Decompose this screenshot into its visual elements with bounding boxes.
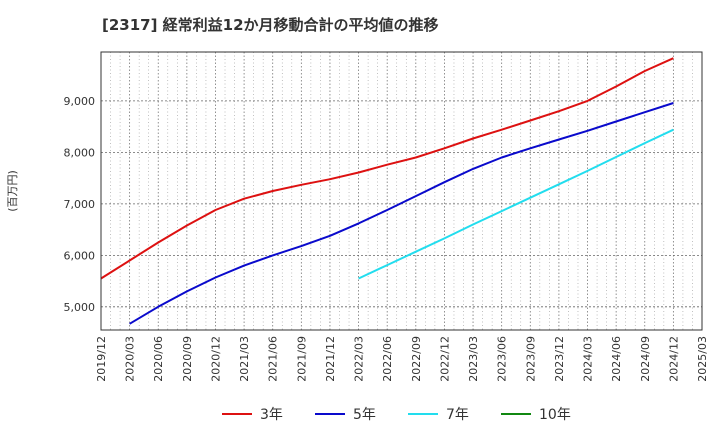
x-tick-label: 2024/09 bbox=[639, 336, 652, 382]
x-tick-label: 2020/06 bbox=[152, 336, 165, 382]
legend-label-3年: 3年 bbox=[260, 407, 283, 423]
x-tick-label: 2021/09 bbox=[295, 336, 308, 382]
x-tick-label: 2020/03 bbox=[124, 336, 137, 382]
y-axis-label: (百万円) bbox=[6, 170, 19, 212]
x-tick-label: 2021/12 bbox=[324, 336, 337, 382]
x-tick-label: 2022/09 bbox=[410, 336, 423, 382]
x-tick-label: 2023/03 bbox=[467, 336, 480, 382]
x-tick-label: 2021/06 bbox=[267, 336, 280, 382]
legend-label-5年: 5年 bbox=[353, 407, 376, 423]
x-tick-label: 2020/09 bbox=[181, 336, 194, 382]
series-line-7年 bbox=[358, 128, 674, 280]
legend-label-7年: 7年 bbox=[446, 407, 469, 423]
chart-title: [2317] 経常利益12か月移動合計の平均値の推移 bbox=[102, 16, 439, 34]
x-tick-label: 2024/03 bbox=[582, 336, 595, 382]
x-tick-label: 2021/03 bbox=[238, 336, 251, 382]
x-tick-label: 2019/12 bbox=[95, 336, 108, 382]
series-line-5年 bbox=[129, 102, 674, 325]
series-lines bbox=[100, 57, 674, 325]
y-tick-label: 7,000 bbox=[64, 198, 96, 211]
y-tick-label: 8,000 bbox=[64, 146, 96, 159]
x-tick-label: 2023/12 bbox=[553, 336, 566, 382]
x-tick-label: 2023/06 bbox=[496, 336, 509, 382]
x-tick-label: 2022/06 bbox=[381, 336, 394, 382]
legend-label-10年: 10年 bbox=[539, 407, 571, 423]
axes: 5,000 6,000 7,000 8,000 9,000 (百万円) 2019/12 202… bbox=[6, 51, 709, 382]
series-line-3年 bbox=[100, 57, 674, 280]
x-tick-label: 2024/12 bbox=[667, 336, 680, 382]
y-tick-label: 5,000 bbox=[64, 301, 96, 314]
x-tick-label: 2024/06 bbox=[610, 336, 623, 382]
y-tick-label: 6,000 bbox=[64, 249, 96, 262]
y-tick-label: 9,000 bbox=[64, 95, 96, 108]
x-tick-label: 2020/12 bbox=[209, 336, 222, 382]
legend: 3年 5年 7年 10年 bbox=[222, 407, 571, 423]
x-tick-label: 2025/03 bbox=[696, 336, 709, 382]
x-tick-label: 2022/03 bbox=[353, 336, 366, 382]
plot-frame bbox=[100, 51, 703, 331]
x-tick-label: 2023/09 bbox=[524, 336, 537, 382]
x-tick-label: 2022/12 bbox=[438, 336, 451, 382]
